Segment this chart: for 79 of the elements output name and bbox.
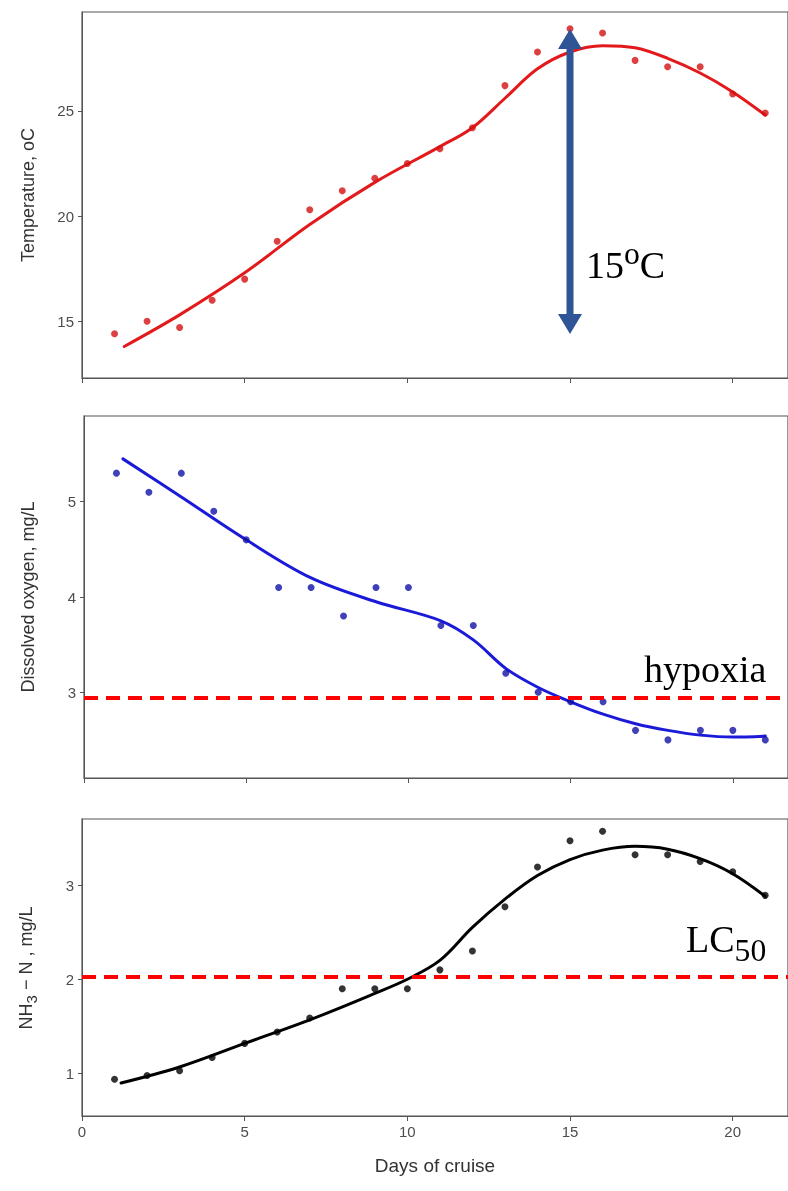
point [176, 1067, 184, 1075]
point [338, 187, 346, 195]
point [208, 1054, 216, 1062]
point [273, 237, 281, 245]
x-tick-label: 5 [240, 1123, 249, 1140]
point [761, 891, 769, 899]
point [761, 109, 769, 117]
ref-line-label: LC$_{50}$ [686, 918, 767, 969]
y-tick-label: 20 [57, 207, 74, 225]
y-tick-label: 1 [65, 1065, 74, 1083]
point [501, 903, 509, 911]
point [469, 622, 477, 630]
point [533, 48, 541, 56]
point [436, 966, 444, 974]
point [566, 837, 574, 845]
point [307, 583, 315, 591]
point [177, 469, 185, 477]
point [696, 726, 704, 734]
point [664, 63, 672, 71]
point [111, 330, 119, 338]
point [340, 612, 348, 620]
point [729, 868, 737, 876]
point [631, 56, 639, 64]
point [143, 317, 151, 325]
point [208, 296, 216, 304]
x-tick-label: 0 [77, 1123, 87, 1140]
point [632, 726, 640, 734]
point [403, 159, 411, 167]
annotation: 15$^{o}$C [586, 235, 666, 286]
point [275, 583, 283, 591]
point [372, 583, 380, 591]
point [534, 688, 542, 696]
y-axis-title: Temperature, oC [18, 127, 38, 263]
x-axis-title: Days of cruise [374, 1155, 496, 1176]
point [761, 736, 769, 744]
point [306, 1014, 314, 1022]
y-tick-label: 3 [67, 683, 76, 701]
x-tick-label: 20 [724, 1123, 742, 1140]
point [501, 82, 509, 90]
point [111, 1075, 119, 1083]
point [664, 851, 672, 859]
point [338, 985, 346, 993]
y-tick-label: 5 [67, 493, 76, 511]
point [371, 174, 379, 182]
x-tick-label: 15 [561, 1123, 579, 1140]
point [468, 947, 476, 955]
point [112, 469, 120, 477]
point [468, 124, 476, 132]
point [729, 90, 737, 98]
point [696, 63, 704, 71]
point [437, 622, 445, 630]
y-tick-label: 4 [67, 588, 76, 606]
ref-line-label: hypoxia [644, 647, 767, 690]
point [599, 29, 607, 37]
point [404, 583, 412, 591]
y-tick-label: 15 [57, 312, 74, 330]
point [176, 324, 184, 332]
point [242, 536, 250, 544]
point [371, 985, 379, 993]
point [631, 851, 639, 859]
y-tick-label: 25 [57, 102, 74, 120]
point [729, 726, 737, 734]
point [273, 1028, 281, 1036]
point [241, 275, 249, 283]
point [533, 863, 541, 871]
y-axis-title: Dissolved oxygen, mg/L [18, 501, 38, 693]
point [403, 985, 411, 993]
point [241, 1039, 249, 1047]
y-tick-label: 3 [65, 876, 74, 894]
point [143, 1071, 151, 1079]
point [436, 145, 444, 153]
y-tick-label: 2 [65, 970, 74, 988]
x-tick-label: 10 [399, 1123, 416, 1140]
point [210, 507, 218, 515]
point [599, 827, 607, 835]
point [502, 669, 510, 677]
line-series [122, 44, 767, 348]
point [306, 206, 314, 214]
point [145, 488, 153, 496]
